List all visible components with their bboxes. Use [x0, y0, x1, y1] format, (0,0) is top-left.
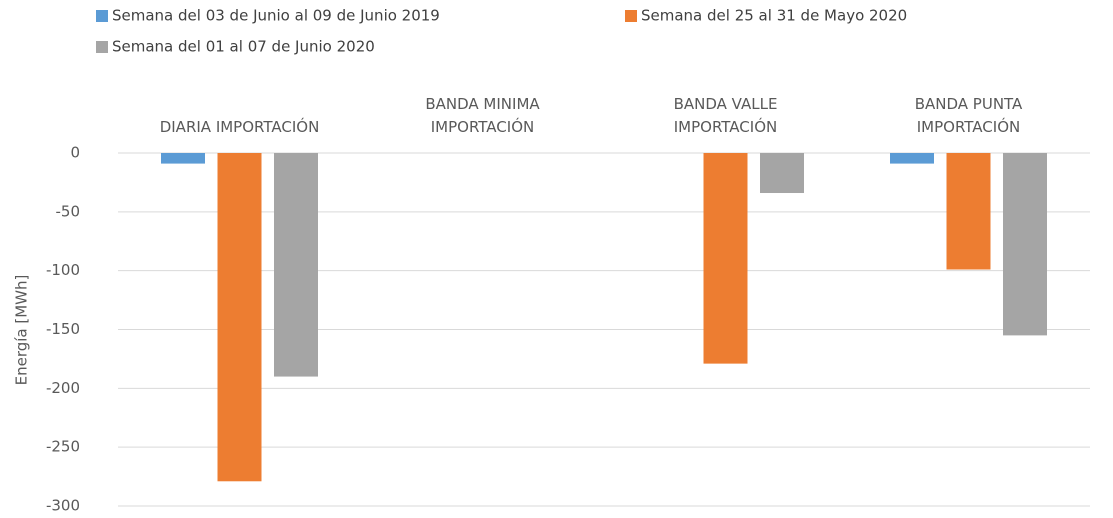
y-tick-label: 0 — [70, 144, 80, 162]
y-axis-label: Energía [MWh] — [13, 275, 31, 386]
bar — [274, 153, 318, 377]
y-tick-label: -50 — [56, 202, 81, 220]
x-tick-label: BANDA VALLE IMPORTACIÓN — [673, 95, 778, 136]
bar — [703, 153, 748, 364]
legend-swatch — [625, 10, 637, 22]
x-tick-label: DIARIA IMPORTACIÓN — [159, 118, 320, 136]
bar — [161, 153, 205, 164]
y-tick-label: -150 — [46, 320, 80, 338]
y-tick-label: -200 — [46, 379, 80, 397]
bar — [946, 153, 991, 270]
legend-swatch — [96, 10, 108, 22]
legend-label: Semana del 03 de Junio al 09 de Junio 20… — [112, 7, 440, 25]
bar — [217, 153, 262, 482]
bar — [760, 153, 804, 194]
legend-label: Semana del 25 al 31 de Mayo 2020 — [641, 7, 907, 25]
y-tick-label: -250 — [46, 438, 80, 456]
y-tick-label: -300 — [46, 497, 80, 515]
bar — [1003, 153, 1047, 336]
bar — [890, 153, 934, 164]
x-tick-label: BANDA MINIMA IMPORTACIÓN — [425, 95, 540, 136]
legend-swatch — [96, 41, 108, 53]
y-tick-label: -100 — [46, 261, 80, 279]
x-tick-label: BANDA PUNTA IMPORTACIÓN — [914, 95, 1023, 136]
legend-label: Semana del 01 al 07 de Junio 2020 — [112, 38, 375, 56]
